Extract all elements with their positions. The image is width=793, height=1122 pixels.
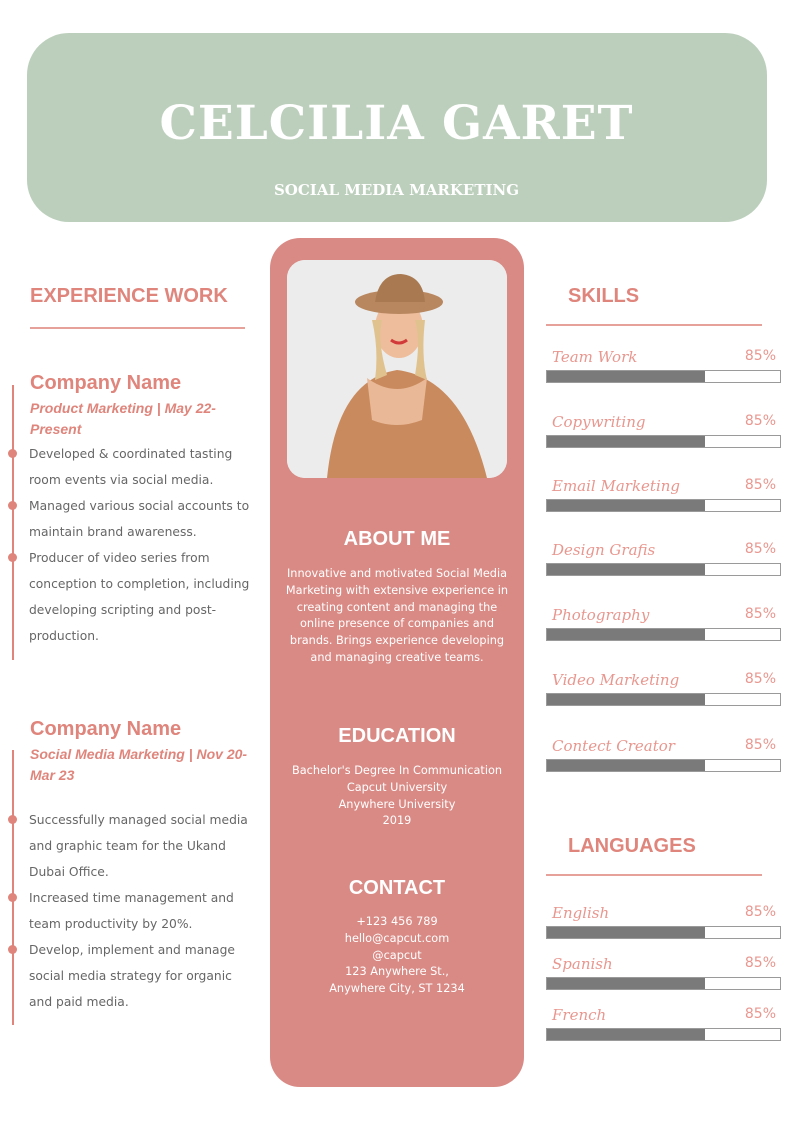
job-bullets: Successfully managed social media and gr… bbox=[8, 807, 254, 1015]
level-percent: 85% bbox=[744, 606, 776, 622]
level-percent: 85% bbox=[744, 541, 776, 557]
level-bar-fill bbox=[547, 436, 706, 447]
timeline-line bbox=[12, 385, 14, 660]
education-line: Bachelor's Degree In Communication bbox=[291, 764, 503, 777]
level-bar bbox=[546, 926, 781, 939]
level-percent: 85% bbox=[744, 904, 776, 920]
job-subtitle: Product Marketing | May 22-Present bbox=[30, 400, 216, 437]
education-line: 2019 bbox=[382, 814, 412, 828]
bullet-item: Develop, implement and manage social med… bbox=[8, 937, 254, 1015]
job-bullets: Developed & coordinated tasting room eve… bbox=[8, 441, 259, 649]
skill-name: Team Work bbox=[552, 348, 638, 366]
skills-heading: SKILLS bbox=[568, 285, 640, 307]
about-heading: ABOUT ME bbox=[343, 528, 451, 550]
skill-row: Contect Creator 85% bbox=[552, 737, 780, 759]
level-bar bbox=[546, 628, 781, 641]
bullet-dot-icon bbox=[8, 553, 17, 562]
level-bar-fill bbox=[547, 371, 706, 382]
language-row: French 85% bbox=[552, 1006, 780, 1028]
education-heading: EDUCATION bbox=[338, 725, 456, 747]
level-bar-fill bbox=[547, 629, 706, 640]
level-percent: 85% bbox=[744, 413, 776, 429]
level-bar bbox=[546, 499, 781, 512]
language-name: Spanish bbox=[552, 955, 613, 973]
level-bar-fill bbox=[547, 694, 706, 705]
level-bar bbox=[546, 435, 781, 448]
skill-name: Email Marketing bbox=[552, 477, 681, 495]
bullet-dot-icon bbox=[8, 815, 17, 824]
skill-row: Photography 85% bbox=[552, 606, 780, 628]
level-bar bbox=[546, 759, 781, 772]
bullet-item: Producer of video series from conception… bbox=[8, 545, 259, 649]
job-subtitle: Social Media Marketing | Nov 20-Mar 23 bbox=[30, 746, 248, 783]
language-name: English bbox=[552, 904, 610, 922]
language-row: Spanish 85% bbox=[552, 955, 780, 977]
contact-city: Anywhere City, ST 1234 bbox=[329, 982, 465, 996]
level-percent: 85% bbox=[744, 737, 776, 753]
bullet-item: Increased time management and team produ… bbox=[8, 885, 254, 937]
header-banner bbox=[27, 33, 767, 222]
skill-row: Copywriting 85% bbox=[552, 413, 780, 435]
language-name: French bbox=[552, 1006, 607, 1024]
bullet-dot-icon bbox=[8, 449, 17, 458]
bullet-dot-icon bbox=[8, 945, 17, 954]
contact-handle: @capcut bbox=[372, 948, 422, 962]
skill-row: Video Marketing 85% bbox=[552, 671, 780, 693]
contact-phone: +123 456 789 bbox=[356, 915, 438, 928]
company-name: Company Name bbox=[30, 718, 182, 740]
skill-name: Copywriting bbox=[552, 413, 646, 431]
level-bar-fill bbox=[547, 978, 706, 989]
skill-row: Team Work 85% bbox=[552, 348, 780, 370]
level-percent: 85% bbox=[744, 671, 776, 687]
candidate-title: SOCIAL MEDIA MARKETING bbox=[273, 181, 520, 199]
bullet-dot-icon bbox=[8, 501, 17, 510]
skill-name: Contect Creator bbox=[552, 737, 675, 755]
level-percent: 85% bbox=[744, 955, 776, 971]
level-bar-fill bbox=[547, 1029, 706, 1040]
level-bar-fill bbox=[547, 564, 706, 575]
contact-email: hello@capcut.com bbox=[344, 931, 450, 945]
skill-row: Email Marketing 85% bbox=[552, 477, 780, 499]
level-percent: 85% bbox=[744, 348, 776, 364]
level-bar bbox=[546, 563, 781, 576]
level-bar-fill bbox=[547, 760, 706, 771]
level-bar bbox=[546, 693, 781, 706]
skill-name: Video Marketing bbox=[552, 671, 680, 689]
languages-heading: LANGUAGES bbox=[568, 835, 696, 857]
education-line: Capcut University bbox=[346, 780, 448, 794]
level-bar-fill bbox=[547, 500, 706, 511]
contact-address: 123 Anywhere St., bbox=[345, 965, 449, 979]
candidate-name: CELCILIA GARET bbox=[159, 96, 634, 151]
education-details: Bachelor's Degree In Communication Capcu… bbox=[280, 763, 514, 830]
about-text: Innovative and motivated Social Media Ma… bbox=[285, 567, 509, 664]
timeline-line bbox=[12, 750, 14, 1025]
level-bar bbox=[546, 977, 781, 990]
level-percent: 85% bbox=[744, 477, 776, 493]
skill-name: Photography bbox=[552, 606, 650, 624]
contact-details: +123 456 789 hello@capcut.com @capcut 12… bbox=[280, 914, 514, 998]
level-bar-fill bbox=[547, 927, 706, 938]
company-name: Company Name bbox=[30, 372, 182, 394]
contact-heading: CONTACT bbox=[348, 877, 446, 899]
bullet-item: Managed various social accounts to maint… bbox=[8, 493, 259, 545]
bullet-item: Developed & coordinated tasting room eve… bbox=[8, 441, 259, 493]
bullet-dot-icon bbox=[8, 893, 17, 902]
level-bar bbox=[546, 370, 781, 383]
skill-name: Design Grafis bbox=[552, 541, 656, 559]
skill-row: Design Grafis 85% bbox=[552, 541, 780, 563]
level-percent: 85% bbox=[744, 1006, 776, 1022]
divider bbox=[546, 324, 762, 326]
experience-heading: EXPERIENCE WORK bbox=[30, 285, 228, 307]
divider bbox=[546, 874, 762, 876]
language-row: English 85% bbox=[552, 904, 780, 926]
level-bar bbox=[546, 1028, 781, 1041]
profile-photo bbox=[287, 260, 507, 478]
divider bbox=[30, 327, 245, 329]
profile-photo-icon bbox=[287, 260, 507, 478]
bullet-item: Successfully managed social media and gr… bbox=[8, 807, 254, 885]
education-line: Anywhere University bbox=[338, 797, 456, 811]
